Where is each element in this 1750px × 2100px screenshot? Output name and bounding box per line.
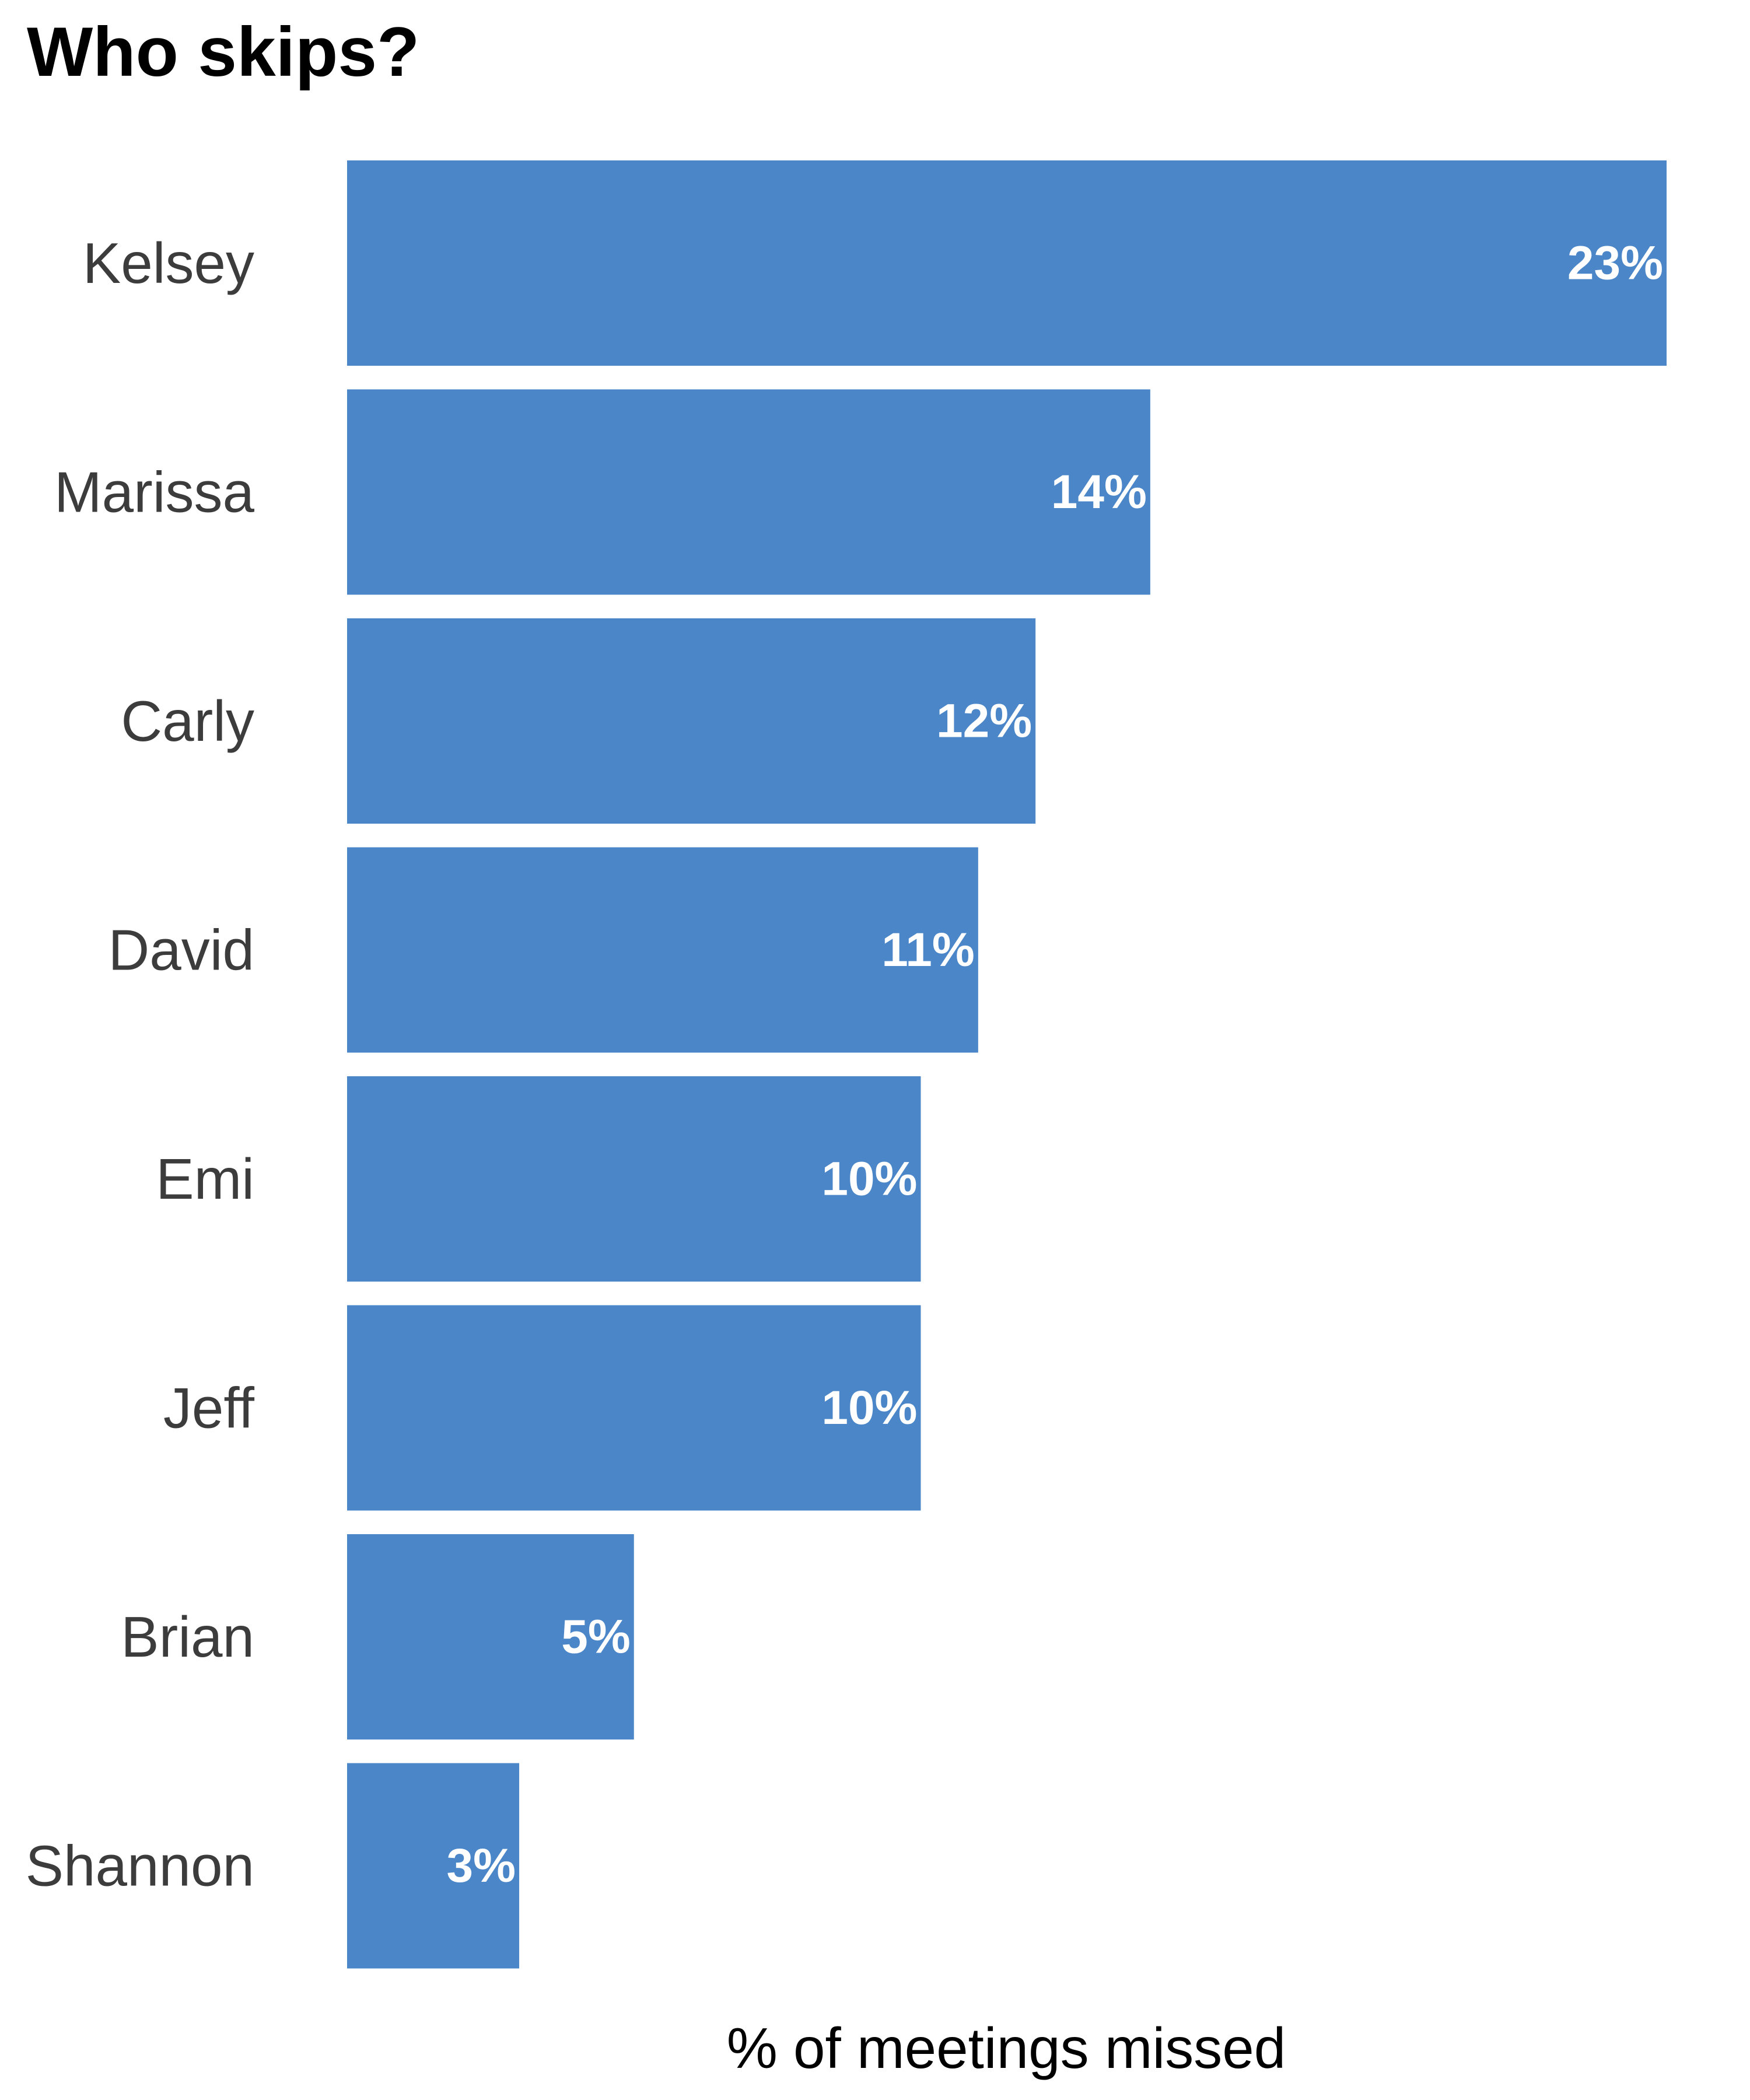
category-label-emi: Emi (156, 1147, 254, 1211)
category-label-shannon: Shannon (26, 1834, 254, 1898)
value-label-marissa: 14% (1051, 466, 1147, 519)
value-label-david: 11% (881, 923, 975, 977)
bar-brian (347, 1534, 634, 1740)
bars-group (347, 160, 1667, 1969)
value-labels-group: 23% 14% 12% 11% 10% 10% 5% 3% (447, 237, 1663, 1893)
category-label-jeff: Jeff (163, 1376, 255, 1440)
x-axis-label: % of meetings missed (727, 2016, 1286, 2080)
value-label-kelsey: 23% (1567, 237, 1663, 290)
bar-david (347, 847, 978, 1053)
bar-carly (347, 618, 1036, 824)
bar-jeff (347, 1305, 921, 1511)
bar-marissa (347, 389, 1150, 595)
bar-kelsey (347, 160, 1667, 366)
category-label-carly: Carly (121, 689, 254, 753)
value-label-emi: 10% (821, 1153, 917, 1206)
category-label-kelsey: Kelsey (83, 231, 254, 295)
chart-title: Who skips? (27, 13, 419, 91)
category-label-david: David (108, 918, 254, 982)
category-labels-group: Kelsey Marissa Carly David Emi Jeff Brian Shann… (26, 231, 255, 1898)
category-label-marissa: Marissa (54, 460, 255, 524)
value-label-brian: 5% (561, 1611, 631, 1664)
value-label-jeff: 10% (821, 1381, 917, 1434)
bar-shannon (347, 1763, 520, 1969)
category-label-brian: Brian (121, 1605, 254, 1669)
value-label-carly: 12% (936, 695, 1032, 748)
bar-emi (347, 1076, 921, 1282)
value-label-shannon: 3% (447, 1839, 516, 1892)
